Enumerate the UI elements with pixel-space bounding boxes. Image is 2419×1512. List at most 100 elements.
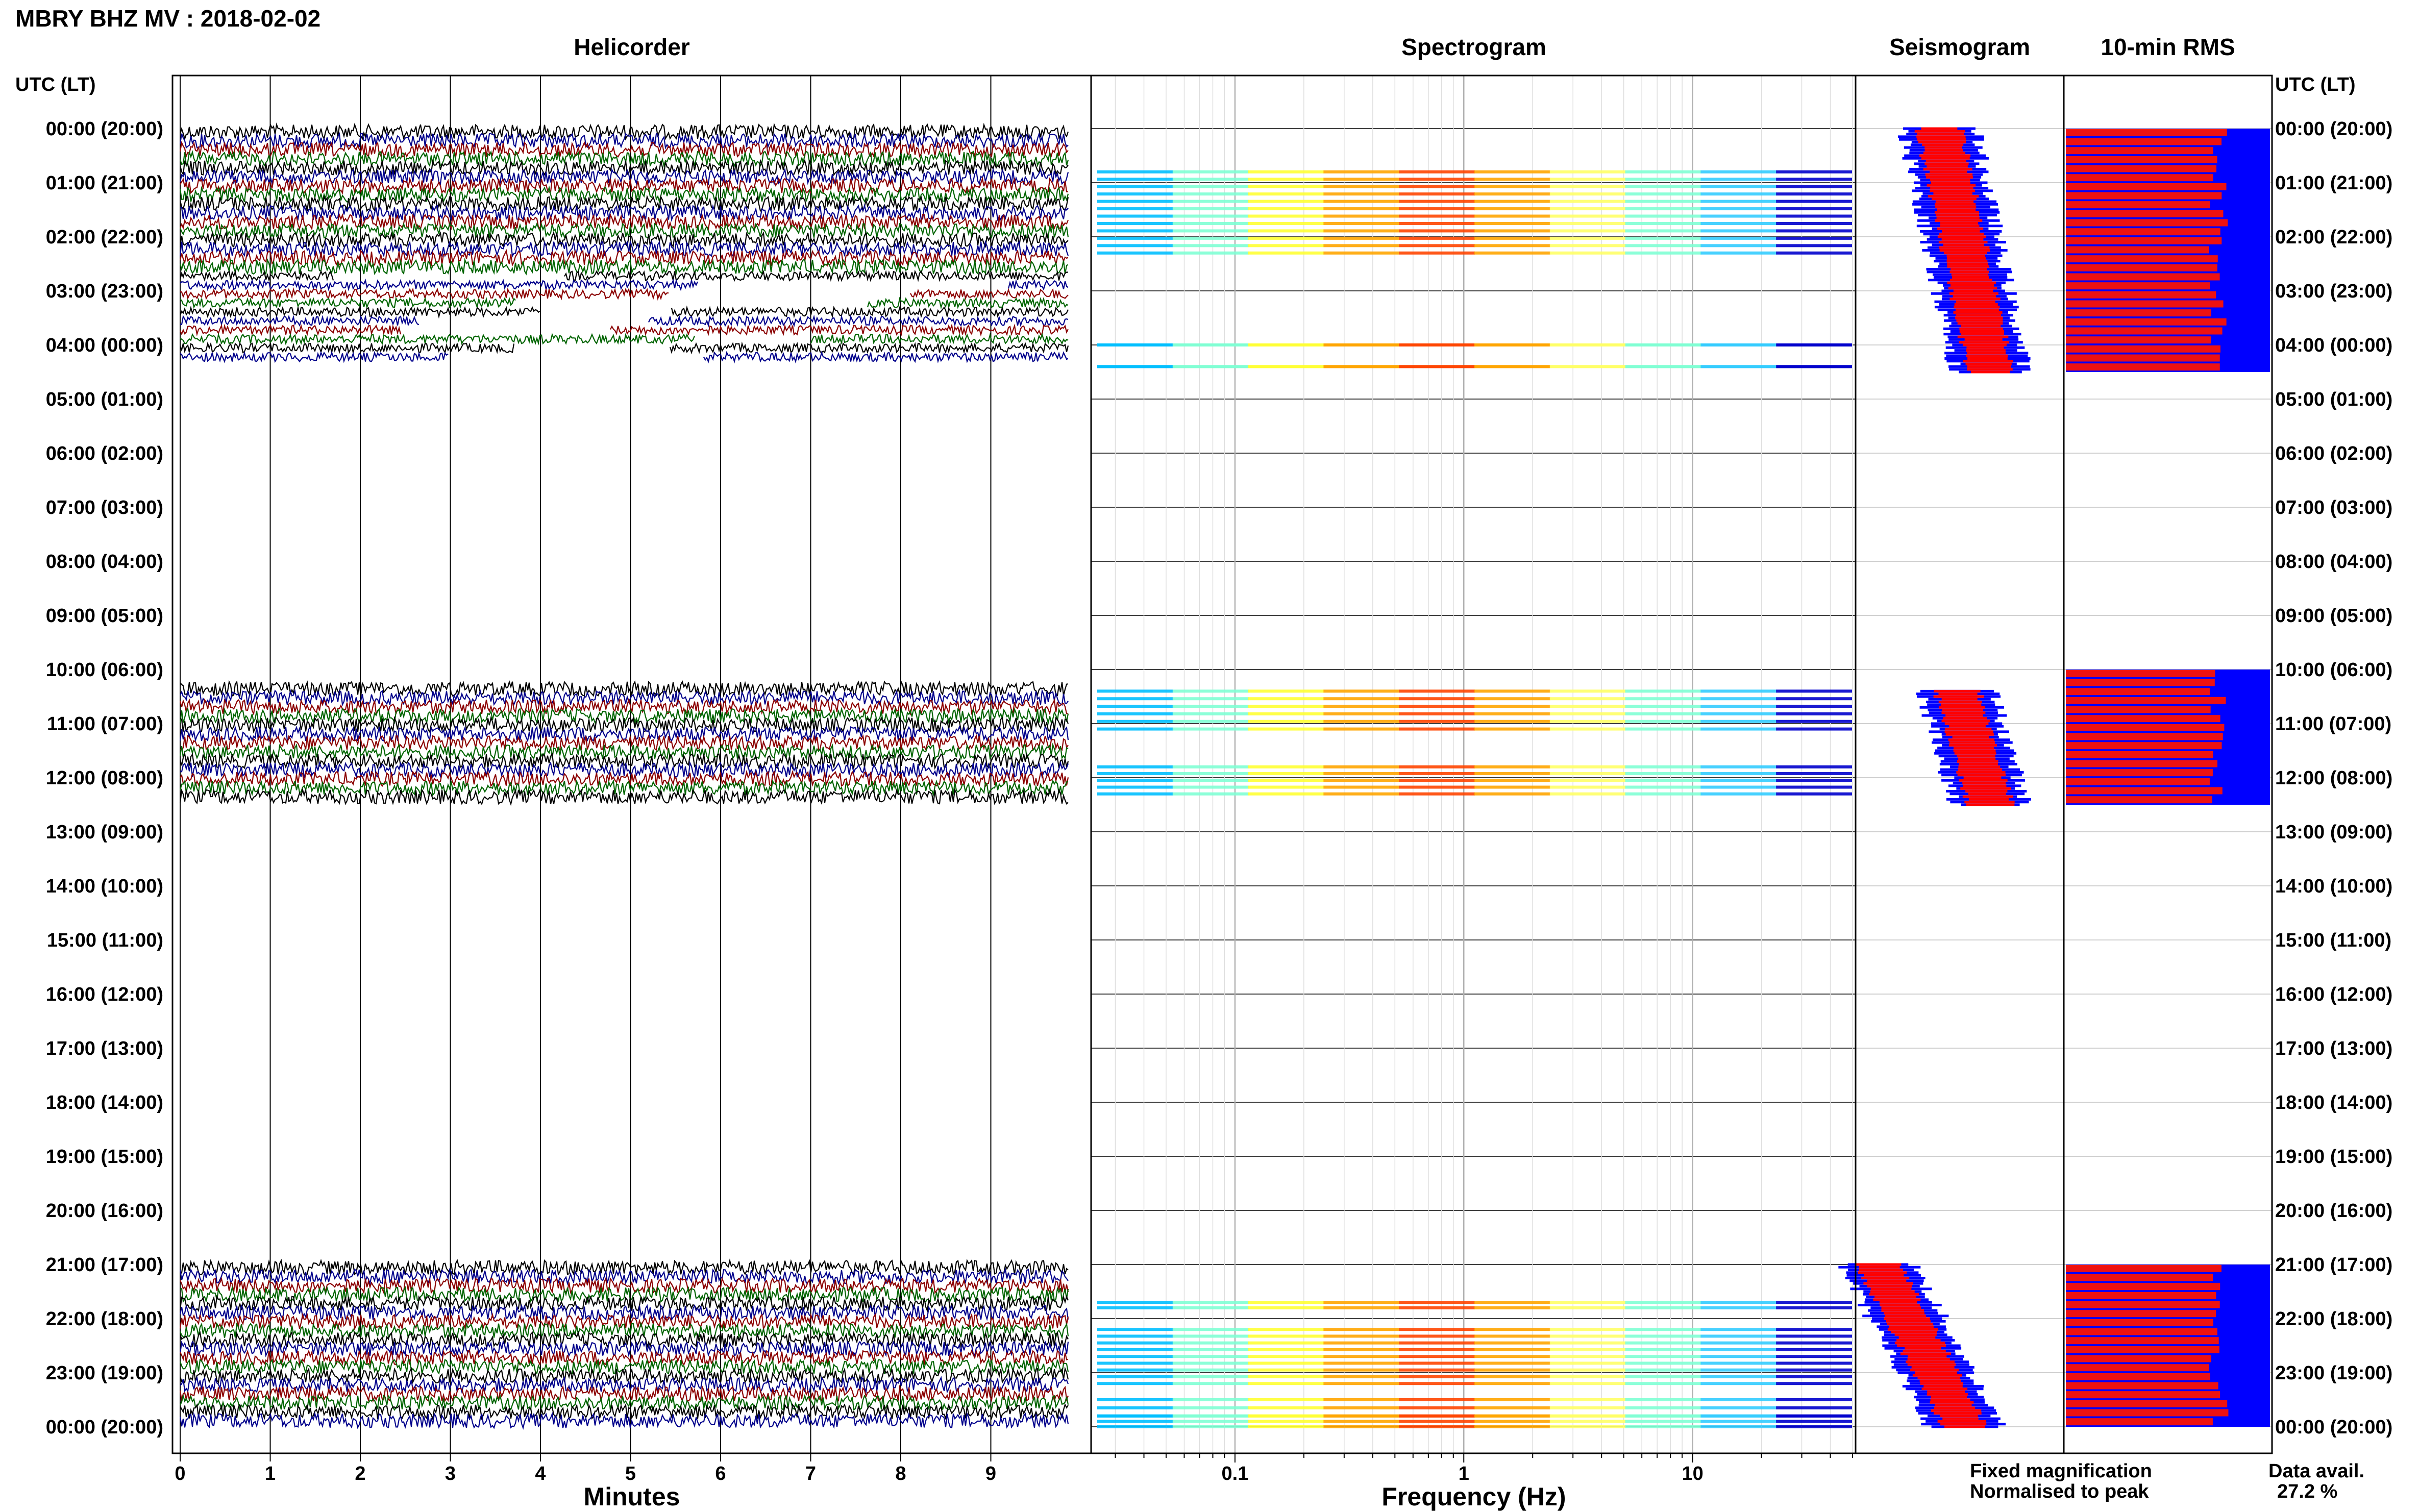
spectrogram-row	[1097, 170, 1852, 173]
helicorder-trace	[180, 278, 1069, 292]
spectrogram-cell	[1549, 221, 1626, 225]
spectrogram-row	[1097, 1355, 1852, 1358]
spectrogram-row	[1097, 779, 1852, 782]
spectrogram-cell	[1776, 792, 1852, 796]
spectrogram-cell	[1248, 727, 1324, 731]
spectrogram-cell	[1625, 765, 1701, 769]
spectrogram-bands	[1097, 170, 1852, 1428]
helicorder-trace	[180, 1349, 1069, 1367]
rms-normalised-bar	[2066, 282, 2210, 290]
spectrogram-cell	[1097, 1406, 1173, 1409]
helicorder-x-tick-label: 9	[985, 1463, 996, 1484]
spectrogram-row	[1097, 1348, 1852, 1351]
spectrogram-cell	[1700, 779, 1777, 782]
spectrogram-cell	[1625, 1406, 1701, 1409]
spectrogram-cell	[1549, 1368, 1626, 1372]
spectrogram-cell	[1248, 765, 1324, 769]
spectrogram-cell	[1625, 1328, 1701, 1331]
spectrogram-cell	[1248, 200, 1324, 203]
hour-tick-label-left: 15:00 (11:00)	[47, 930, 163, 951]
spectrogram-cell	[1172, 689, 1249, 693]
rms-normalised-bar	[2066, 147, 2213, 155]
spectrogram-cell	[1474, 192, 1550, 196]
helicorder-trace	[179, 1411, 1069, 1430]
spectrogram-cell	[1097, 244, 1173, 247]
spectrogram-cell	[1399, 705, 1475, 708]
spectrogram-cell	[1323, 1306, 1400, 1309]
spectrogram-cell	[1172, 712, 1249, 715]
spectrogram-cell	[1399, 178, 1475, 181]
hour-tick-label-right: 08:00 (04:00)	[2275, 551, 2392, 573]
hour-tick-label-right: 09:00 (05:00)	[2275, 605, 2392, 627]
spectrogram-row	[1097, 251, 1852, 255]
spectrogram-cell	[1172, 779, 1249, 782]
spectrogram-cell	[1776, 207, 1852, 211]
spectrogram-cell	[1700, 1382, 1777, 1385]
hour-tick-label-left: 11:00 (07:00)	[47, 713, 163, 735]
spectrogram-cell	[1399, 365, 1475, 368]
spectrogram-cell	[1700, 185, 1777, 188]
spectrogram-cell	[1097, 1334, 1173, 1338]
hour-tick-label-right: 00:00 (20:00)	[2275, 1417, 2392, 1438]
rms-normalised-bar	[2066, 1301, 2220, 1308]
rms-fixed-bar	[2066, 1265, 2270, 1427]
spectrogram-cell	[1248, 705, 1324, 708]
spectrogram-cell	[1474, 1341, 1550, 1345]
spectrogram-cell	[1474, 689, 1550, 693]
spectrogram-cell	[1172, 207, 1249, 211]
spectrogram-row	[1097, 365, 1852, 368]
spectrogram-cell	[1323, 785, 1400, 789]
spectrogram-cell	[1776, 1414, 1852, 1418]
spectrogram-cell	[1172, 343, 1249, 346]
helicorder-trace	[179, 167, 1069, 186]
spectrogram-cell	[1248, 1334, 1324, 1338]
spectrogram-cell	[1097, 185, 1173, 188]
spectrogram-cell	[1248, 1425, 1324, 1428]
rms-normalised-bar	[2066, 679, 2215, 686]
spectrogram-cell	[1248, 178, 1324, 181]
spectrogram-cell	[1323, 229, 1400, 233]
spectrogram-cell	[1776, 244, 1852, 247]
hour-tick-label-left: 22:00 (18:00)	[46, 1308, 163, 1330]
spectrogram-cell	[1474, 236, 1550, 240]
helicorder-trace	[180, 351, 1069, 364]
spectrogram-cell	[1625, 1414, 1701, 1418]
spectrogram-cell	[1399, 1341, 1475, 1345]
spectrogram-row	[1097, 1328, 1852, 1331]
spectrogram-cell	[1474, 697, 1550, 701]
spectrogram-cell	[1399, 251, 1475, 255]
spectrogram-cell	[1549, 1341, 1626, 1345]
spectrogram-cell	[1776, 185, 1852, 188]
spectrogram-cell	[1474, 720, 1550, 723]
spectrogram-cell	[1549, 214, 1626, 218]
spectrogram-cell	[1549, 365, 1626, 368]
spectrogram-cell	[1399, 720, 1475, 723]
spectrogram-cell	[1097, 207, 1173, 211]
spectrogram-cell	[1625, 1355, 1701, 1358]
spectrogram-row	[1097, 229, 1852, 233]
spectrogram-cell	[1700, 1420, 1777, 1423]
spectrogram-row	[1097, 785, 1852, 789]
spectrogram-cell	[1399, 765, 1475, 769]
spectrogram-cell	[1172, 1420, 1249, 1423]
spectrogram-cell	[1172, 1425, 1249, 1428]
hour-tick-label-right: 03:00 (23:00)	[2275, 281, 2392, 302]
axis-labels: 00:00 (20:00) 00:00 (20:00) 01:00 (21:00) 0…	[46, 118, 2393, 1484]
spectrogram-cell	[1172, 785, 1249, 789]
hour-tick-label-left: 21:00 (17:00)	[46, 1254, 163, 1276]
hour-tick-label-left: 08:00 (04:00)	[46, 551, 163, 573]
spectrogram-cell	[1248, 214, 1324, 218]
spectrogram-cell	[1399, 200, 1475, 203]
spectrogram-cell	[1097, 214, 1173, 218]
spectrogram-cell	[1097, 1348, 1173, 1351]
rms-normalised-bar	[2066, 733, 2223, 740]
hour-tick-label-left: 14:00 (10:00)	[46, 876, 163, 897]
rms-normalised-bar	[2066, 1355, 2211, 1362]
spectrogram-cell	[1248, 1348, 1324, 1351]
spectrogram-cell	[1549, 697, 1626, 701]
rms-normalised-bar	[2066, 138, 2222, 145]
spectrogram-row	[1097, 1382, 1852, 1385]
spectrogram-cell	[1625, 244, 1701, 247]
spectrogram-cell	[1323, 170, 1400, 173]
helicorder-trace	[180, 1276, 1069, 1295]
